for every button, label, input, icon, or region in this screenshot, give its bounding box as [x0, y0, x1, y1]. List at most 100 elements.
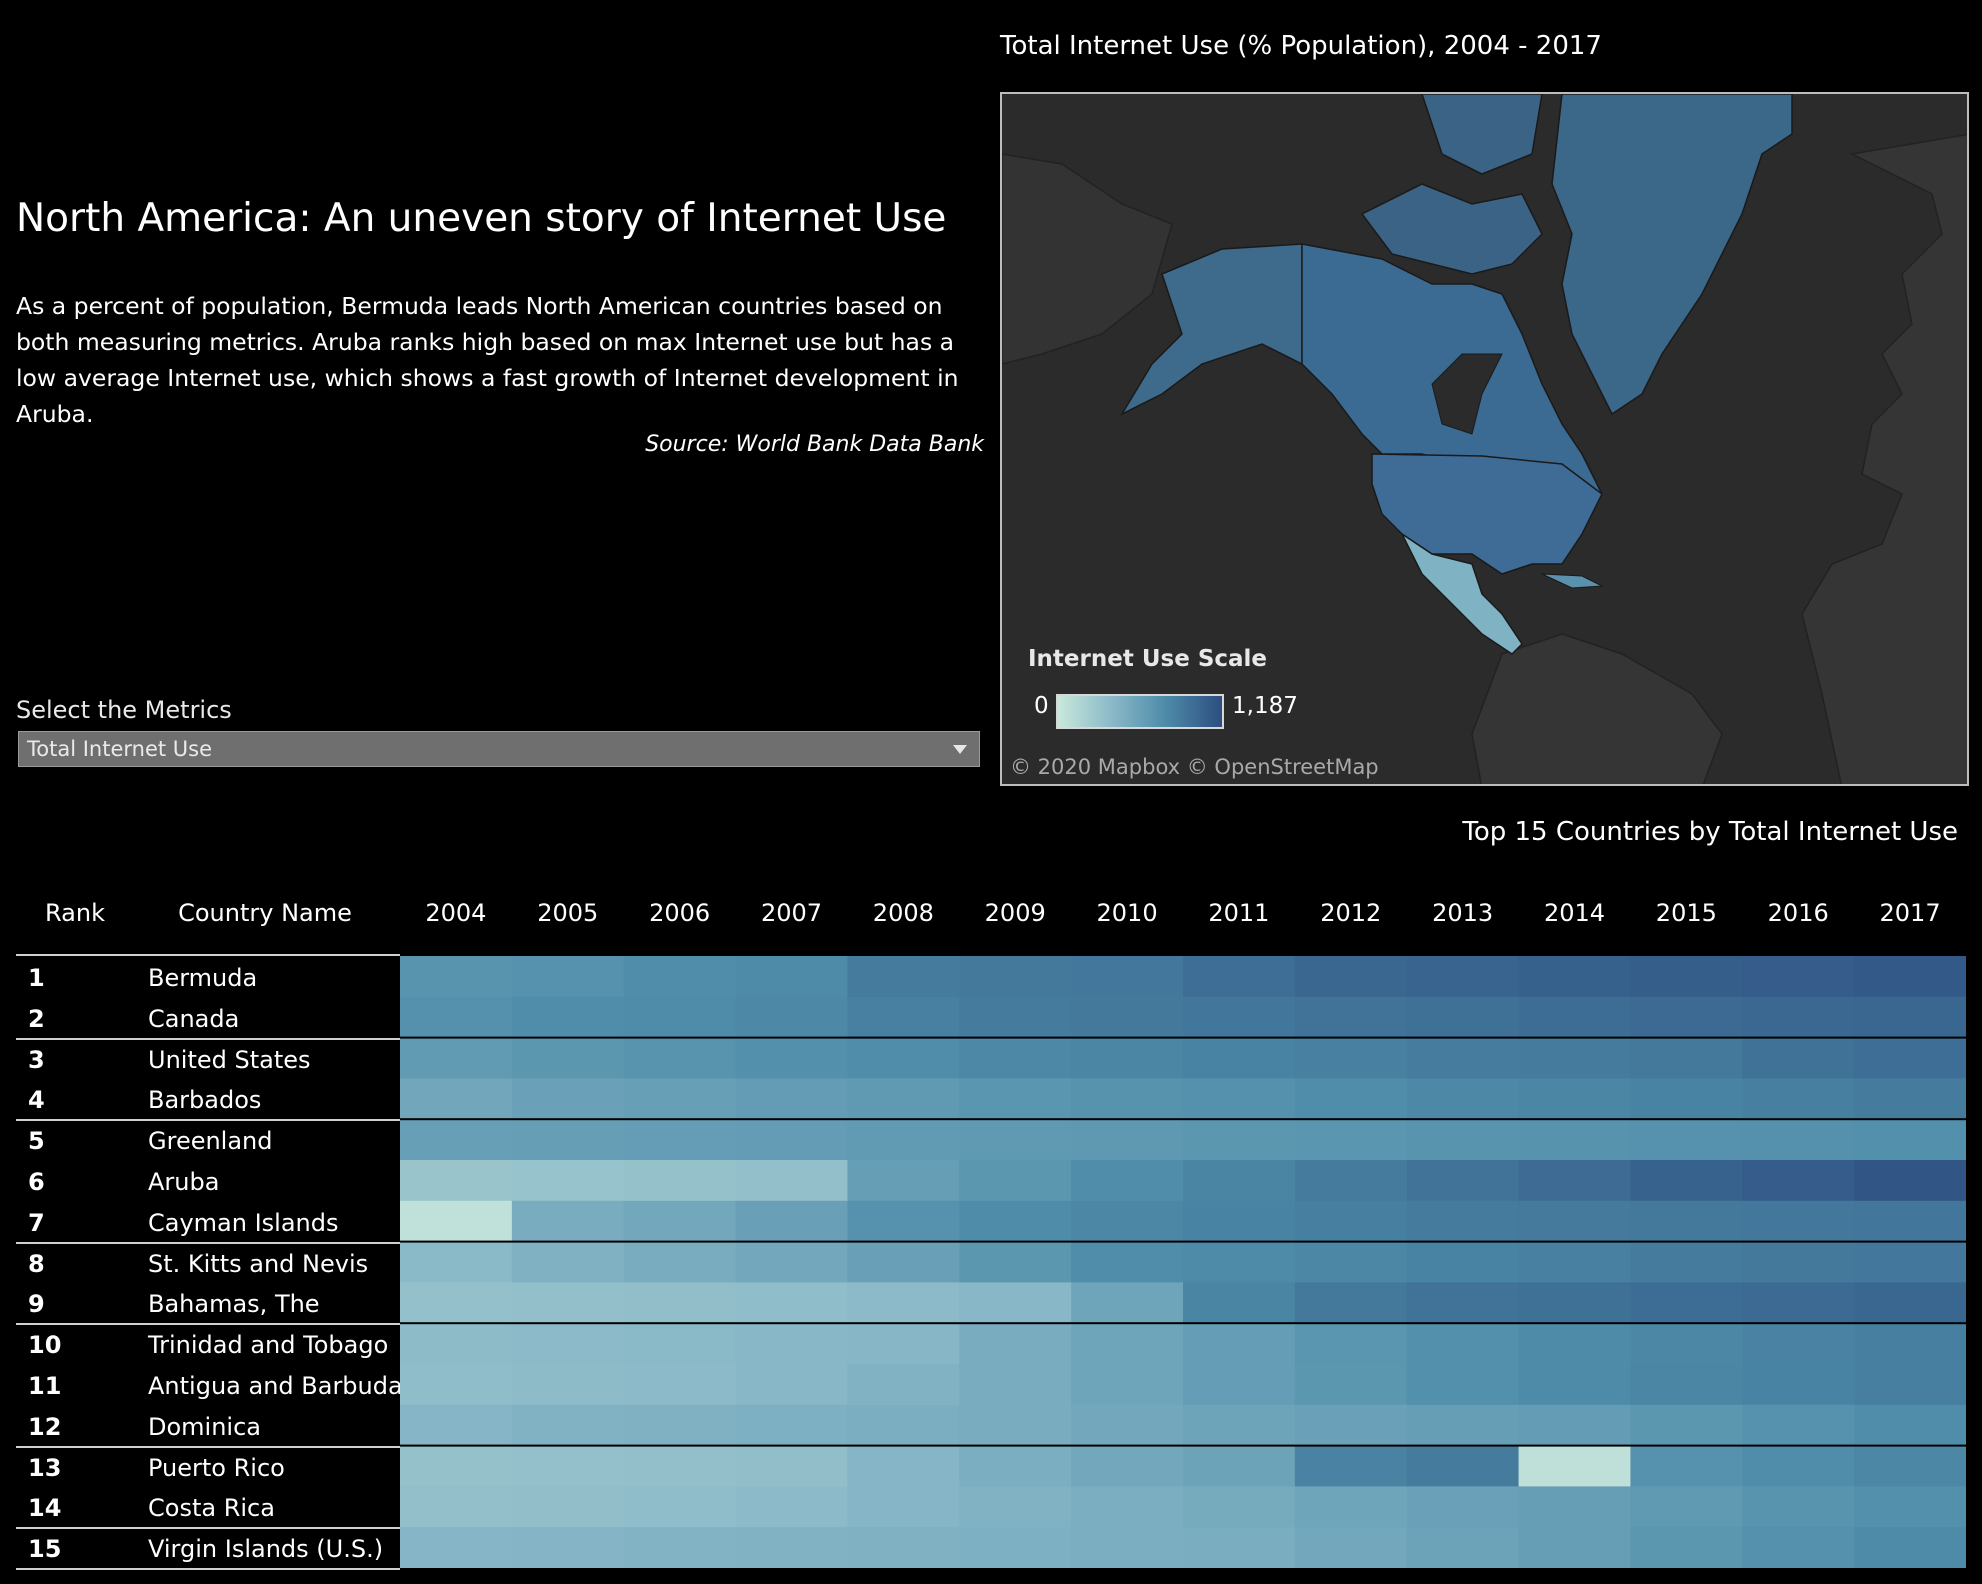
heatmap-cell[interactable] — [735, 996, 848, 1039]
country-name-cell[interactable]: Canada — [148, 1004, 240, 1033]
heatmap-cell[interactable] — [1630, 1323, 1743, 1365]
heatmap-cell[interactable] — [1406, 1241, 1520, 1283]
heatmap-cell[interactable] — [1854, 1160, 1966, 1202]
heatmap-cell[interactable] — [623, 1486, 737, 1528]
country-name-cell[interactable]: Bermuda — [148, 964, 258, 992]
heatmap-cell[interactable] — [735, 1486, 848, 1528]
country-name-cell[interactable]: Greenland — [148, 1127, 273, 1156]
heatmap-cell[interactable] — [623, 1078, 737, 1120]
heatmap-cell[interactable] — [1518, 1445, 1631, 1487]
heatmap-cell[interactable] — [1406, 996, 1520, 1039]
heatmap-cell[interactable] — [1742, 1037, 1855, 1079]
heatmap-cell[interactable] — [959, 996, 1072, 1039]
heatmap-cell[interactable] — [400, 1486, 513, 1528]
heatmap-cell[interactable] — [1854, 1200, 1966, 1243]
rank-header[interactable]: Rank — [45, 899, 105, 927]
heatmap-cell[interactable] — [1406, 1527, 1520, 1568]
heatmap-cell[interactable] — [511, 1119, 625, 1161]
heatmap-cell[interactable] — [1406, 1078, 1520, 1120]
heatmap-cell[interactable] — [959, 1527, 1072, 1568]
heatmap-cell[interactable] — [511, 1078, 625, 1120]
heatmap-cell[interactable] — [1518, 1486, 1631, 1528]
heatmap-cell[interactable] — [735, 1037, 848, 1079]
heatmap-cell[interactable] — [735, 1200, 848, 1243]
metric-select-dropdown[interactable]: Total Internet Use — [18, 731, 980, 767]
heatmap-cell[interactable] — [1406, 1160, 1520, 1202]
heatmap-cell[interactable] — [623, 1282, 737, 1324]
heatmap-cell[interactable] — [1630, 1078, 1743, 1120]
heatmap-cell[interactable] — [1071, 1527, 1184, 1568]
map-attribution[interactable]: © 2020 Mapbox © OpenStreetMap — [1010, 755, 1379, 779]
heatmap-cell[interactable] — [1518, 1404, 1631, 1447]
country-name-cell[interactable]: Antigua and Barbuda — [148, 1372, 403, 1400]
heatmap-cell[interactable] — [1071, 1078, 1184, 1120]
heatmap-cell[interactable] — [735, 1404, 848, 1447]
heatmap-cell[interactable] — [959, 1241, 1072, 1283]
heatmap-cell[interactable] — [1630, 1160, 1743, 1202]
heatmap-cell[interactable] — [1294, 996, 1408, 1039]
heatmap-cell[interactable] — [1406, 956, 1520, 998]
heatmap-cell[interactable] — [1630, 1200, 1743, 1243]
heatmap-cell[interactable] — [1183, 1078, 1296, 1120]
heatmap-cell[interactable] — [623, 956, 737, 998]
heatmap-cell[interactable] — [1071, 1282, 1184, 1324]
heatmap-cell[interactable] — [1518, 1160, 1631, 1202]
heatmap-cell[interactable] — [735, 1323, 848, 1365]
heatmap-cell[interactable] — [1183, 1282, 1296, 1324]
heatmap-cell[interactable] — [735, 1527, 848, 1568]
heatmap-cell[interactable] — [1854, 1364, 1966, 1406]
heatmap-cell[interactable] — [847, 1527, 960, 1568]
heatmap-cell[interactable] — [1854, 1486, 1966, 1528]
heatmap-cell[interactable] — [1742, 1323, 1855, 1365]
heatmap-cell[interactable] — [1630, 1527, 1743, 1568]
map-canvas[interactable] — [1002, 94, 1969, 786]
heatmap-cell[interactable] — [400, 1323, 513, 1365]
heatmap-cell[interactable] — [1071, 1200, 1184, 1243]
heatmap-cell[interactable] — [959, 1323, 1072, 1365]
year-header[interactable]: 2005 — [537, 899, 599, 927]
heatmap-cell[interactable] — [511, 1486, 625, 1528]
heatmap-cell[interactable] — [1518, 1241, 1631, 1283]
heatmap-cell[interactable] — [1854, 1037, 1966, 1079]
heatmap-cell[interactable] — [1183, 1119, 1296, 1161]
country-name-cell[interactable]: Aruba — [148, 1168, 220, 1196]
chevron-down-icon[interactable] — [953, 745, 967, 754]
heatmap-cell[interactable] — [511, 956, 625, 998]
country-name-cell[interactable]: Cayman Islands — [148, 1208, 339, 1237]
heatmap-cell[interactable] — [735, 1282, 848, 1324]
heatmap-cell[interactable] — [511, 1160, 625, 1202]
year-header[interactable]: 2010 — [1096, 899, 1158, 927]
heatmap-cell[interactable] — [1071, 1486, 1184, 1528]
heatmap-cell[interactable] — [1742, 956, 1855, 998]
heatmap-cell[interactable] — [959, 1404, 1072, 1447]
heatmap-cell[interactable] — [1294, 1200, 1408, 1243]
heatmap-cell[interactable] — [959, 1119, 1072, 1161]
heatmap-cell[interactable] — [623, 1404, 737, 1447]
heatmap-cell[interactable] — [1630, 1241, 1743, 1283]
heatmap-cell[interactable] — [400, 1037, 513, 1079]
heatmap-cell[interactable] — [623, 1323, 737, 1365]
heatmap-cell[interactable] — [1630, 1037, 1743, 1079]
country-name-cell[interactable]: Costa Rica — [148, 1494, 275, 1523]
heatmap-cell[interactable] — [1518, 996, 1631, 1039]
heatmap-cell[interactable] — [959, 1200, 1072, 1243]
heatmap-cell[interactable] — [511, 1282, 625, 1324]
heatmap-cell[interactable] — [1854, 1119, 1966, 1161]
heatmap-cell[interactable] — [1518, 1282, 1631, 1324]
heatmap-cell[interactable] — [1854, 1527, 1966, 1568]
heatmap-cell[interactable] — [1071, 996, 1184, 1039]
heatmap-cell[interactable] — [1294, 1364, 1408, 1406]
heatmap-cell[interactable] — [735, 1241, 848, 1283]
heatmap-cell[interactable] — [1183, 1527, 1296, 1568]
heatmap-cell[interactable] — [400, 1078, 513, 1120]
heatmap-cell[interactable] — [1630, 1486, 1743, 1528]
heatmap-cell[interactable] — [1071, 1119, 1184, 1161]
heatmap-cell[interactable] — [623, 1119, 737, 1161]
heatmap-cell[interactable] — [1630, 1119, 1743, 1161]
year-header[interactable]: 2011 — [1208, 899, 1270, 927]
heatmap-cell[interactable] — [1183, 956, 1296, 998]
heatmap-cell[interactable] — [1742, 1527, 1855, 1568]
heatmap-cell[interactable] — [847, 1323, 960, 1365]
heatmap-cell[interactable] — [1518, 1119, 1631, 1161]
heatmap-cell[interactable] — [400, 1364, 513, 1406]
